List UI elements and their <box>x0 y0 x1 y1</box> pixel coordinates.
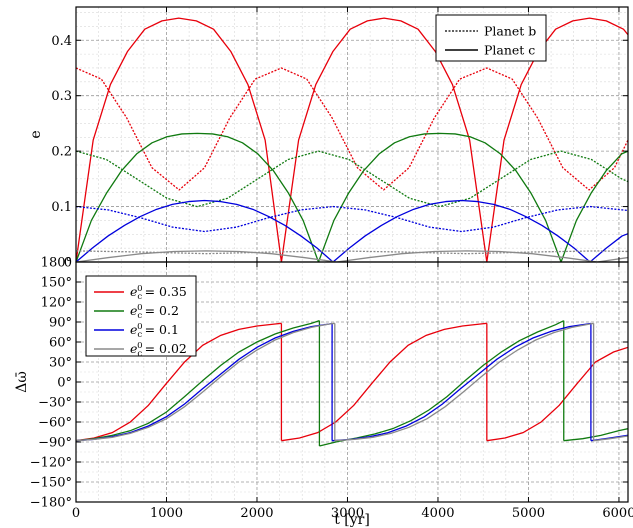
eccentricity-panel: 0 0.1 0.2 0.3 0.4 e Planet b Planet c <box>28 6 629 271</box>
legend-label-series-1: ec0 = 0.2 <box>130 303 179 321</box>
top-y-tick-label: 0.2 <box>51 145 72 160</box>
eccentricity-line-planet-b-0 <box>76 67 628 191</box>
periastron-line-2-1 <box>332 322 592 442</box>
bottom-y-tick-label: −150° <box>30 476 72 491</box>
periastron-line-0-1 <box>281 322 487 442</box>
bottom-grid <box>75 261 628 503</box>
bottom-x-tick-label: 6000 <box>602 506 633 521</box>
legend-superscript: 0 <box>137 322 142 332</box>
legend-subscript: c <box>137 311 142 321</box>
bottom-y-tick-label: −120° <box>30 456 72 471</box>
bottom-ticks: −180° −150° −120° −90° −60° −30° 0° 30° 60° 90° 12… <box>30 256 633 522</box>
bottom-y-tick-label: −90° <box>38 436 72 451</box>
eccentricity-series <box>76 17 628 262</box>
legend-value: = 0.1 <box>145 322 179 337</box>
legend-label-planet-c: Planet c <box>484 43 535 58</box>
top-y-tick-label: 0.1 <box>51 200 72 215</box>
legend-value: = 0.35 <box>145 284 187 299</box>
top-legend-box <box>435 14 547 62</box>
top-y-tick-label: 0.3 <box>51 89 72 104</box>
bottom-y-tick-label: 60° <box>49 336 72 351</box>
eccentricity-line-planet-c-3 <box>76 132 628 262</box>
legend-symbol: e <box>130 303 137 318</box>
periastron-line-0-2 <box>486 346 628 442</box>
bottom-y-tick-label: 90° <box>49 316 72 331</box>
periastron-series <box>76 320 628 447</box>
periastron-line-0-0 <box>76 322 282 442</box>
top-grid <box>75 7 628 263</box>
top-y-tick-label: 0 <box>64 256 72 271</box>
top-legend: Planet b Planet c <box>435 14 547 62</box>
legend-label-series-2: ec0 = 0.1 <box>130 322 179 340</box>
bottom-legend-box <box>85 275 197 357</box>
legend-label-planet-b: Planet b <box>484 24 536 39</box>
periastron-line-1-1 <box>319 320 565 447</box>
legend-label-series-0: ec0 = 0.35 <box>130 284 187 302</box>
legend-subscript: c <box>137 292 142 302</box>
legend-symbol: e <box>130 341 137 356</box>
legend-value: = 0.2 <box>145 303 179 318</box>
bottom-x-tick-label: 0 <box>72 506 80 521</box>
bottom-x-tick-label: 1000 <box>150 506 183 521</box>
bottom-y-tick-label: 120° <box>41 296 72 311</box>
legend-superscript: 0 <box>137 284 142 294</box>
eccentricity-line-planet-b-2 <box>76 150 628 208</box>
bottom-x-tick-label: 4000 <box>421 506 454 521</box>
bottom-y-tick-label: 0° <box>57 376 72 391</box>
legend-symbol: e <box>130 284 137 299</box>
x-axis-label: t [yr] <box>334 512 370 528</box>
top-y-tick-label: 0.4 <box>51 34 72 49</box>
legend-subscript: c <box>137 349 142 359</box>
eccentricity-line-planet-b-4 <box>76 205 628 233</box>
periastron-line-3-0 <box>76 322 335 442</box>
legend-subscript: c <box>137 330 142 340</box>
bottom-y-tick-label: 150° <box>41 276 72 291</box>
top-y-axis-label: e <box>28 130 44 138</box>
bottom-x-tick-label: 3000 <box>331 506 364 521</box>
bottom-y-tick-label: −30° <box>38 396 72 411</box>
legend-value: = 0.02 <box>145 341 187 356</box>
bottom-y-tick-label: 180° <box>41 256 72 271</box>
legend-superscript: 0 <box>137 303 142 313</box>
eccentricity-line-planet-c-1 <box>76 17 628 262</box>
periastron-line-1-0 <box>76 320 320 442</box>
top-ticks: 0 0.1 0.2 0.3 0.4 <box>51 7 628 271</box>
periastron-panel: −180° −150° −120° −90° −60° −30° 0° 30° 60° 90° 12… <box>14 256 633 528</box>
eccentricity-line-planet-c-5 <box>76 199 628 262</box>
bottom-x-tick-label: 2000 <box>240 506 273 521</box>
bottom-y-tick-label: −60° <box>38 416 72 431</box>
eccentricity-line-planet-c-7 <box>76 250 628 262</box>
bottom-y-tick-label: −180° <box>30 496 72 511</box>
periastron-line-3-2 <box>593 435 628 442</box>
bottom-x-tick-label: 5000 <box>512 506 545 521</box>
bottom-y-axis-label: Δω̄ <box>14 371 30 393</box>
legend-superscript: 0 <box>137 341 142 351</box>
periastron-line-1-2 <box>563 428 628 442</box>
bottom-y-tick-label: 30° <box>49 356 72 371</box>
legend-label-series-3: ec0 = 0.02 <box>130 341 187 359</box>
legend-symbol: e <box>130 322 137 337</box>
periastron-line-3-1 <box>334 322 594 442</box>
